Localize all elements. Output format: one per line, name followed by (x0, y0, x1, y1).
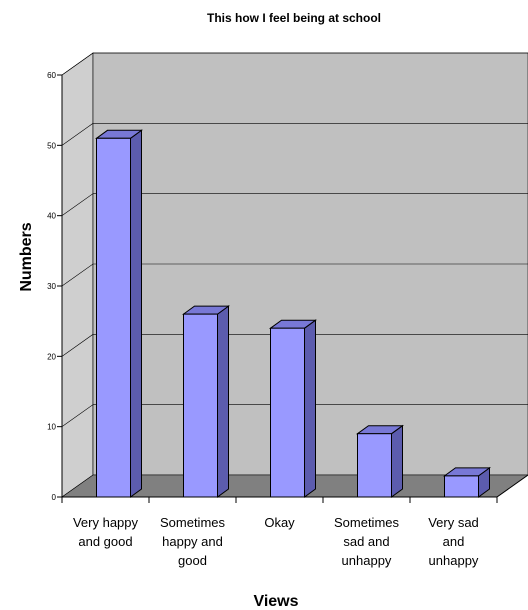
bar-front (183, 313, 218, 498)
bar-front (444, 475, 479, 498)
y-tick-label: 10 (47, 423, 56, 432)
bar (355, 424, 405, 498)
bar-front (270, 327, 305, 498)
bar-front (357, 433, 392, 498)
bar-front (96, 137, 131, 498)
x-tick-label: Very happy and good (73, 515, 139, 549)
x-tick-label: Sometimes sad and unhappy (334, 515, 400, 568)
floor-edge (496, 474, 528, 498)
bar (268, 319, 318, 498)
y-tick-label: 40 (47, 212, 56, 221)
gridline (61, 334, 528, 357)
gridline (61, 263, 528, 287)
gridline (61, 123, 528, 146)
bars (94, 129, 492, 498)
y-tick-label: 60 (47, 71, 56, 80)
gridline (61, 404, 528, 427)
x-tick-label: Very sad and unhappy (428, 515, 479, 568)
y-tick-label: 50 (47, 141, 56, 150)
chart-title: This how I feel being at school (207, 11, 381, 25)
x-tick-label: Sometimes happy and good (160, 515, 226, 568)
bar (181, 305, 231, 498)
y-tick-label: 0 (52, 493, 57, 502)
bar (94, 129, 144, 498)
x-tick-label: Okay (264, 515, 295, 530)
gridlines (61, 52, 528, 427)
bar-side (217, 305, 229, 498)
bar-side (304, 319, 316, 498)
y-tick-label: 30 (47, 282, 56, 291)
x-axis: Very happy and good Sometimes happy and good… (61, 474, 528, 568)
bar-side (391, 424, 403, 498)
gridline (61, 52, 528, 76)
bar-side (130, 129, 142, 498)
bar (442, 466, 492, 498)
y-tick-label: 20 (47, 352, 56, 361)
y-axis: 0 10 20 30 40 50 60 (47, 71, 63, 502)
gridline (61, 193, 528, 216)
x-axis-title: Views (253, 593, 298, 610)
y-axis-title: Numbers (18, 222, 35, 291)
